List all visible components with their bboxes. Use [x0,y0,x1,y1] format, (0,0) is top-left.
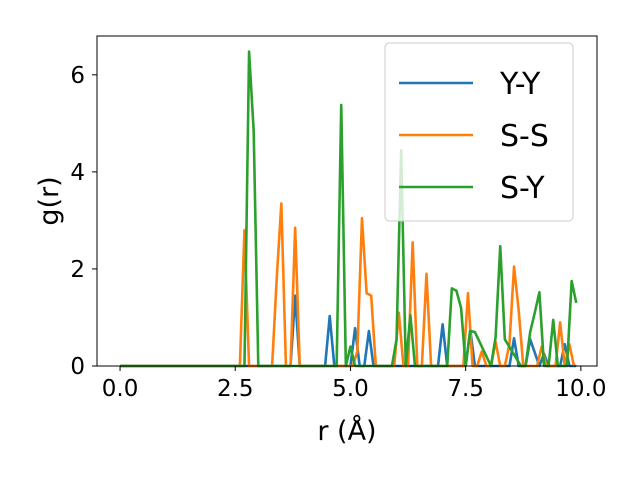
legend-label-s-s: S-S [500,119,549,154]
x-tick-label: 0.0 [102,376,139,402]
y-tick-label: 2 [70,257,85,283]
y-axis-label: g(r) [34,176,65,225]
x-axis: 0.0 2.5 5.0 7.5 10.0 [102,366,606,402]
x-tick-label: 10.0 [555,376,606,402]
plot-frame [96,35,598,367]
x-tick-label: 5.0 [332,376,369,402]
legend: Y-Y S-S S-Y [384,42,574,222]
y-tick-label: 6 [70,63,85,89]
legend-label-y-y: Y-Y [499,67,541,102]
x-tick-label: 2.5 [217,376,254,402]
x-tick-label: 7.5 [447,376,484,402]
legend-box [384,42,574,222]
y-axis: 0 2 4 6 [70,63,97,380]
x-axis-label: r (Å) [317,415,376,447]
legend-label-s-y: S-Y [500,171,545,206]
y-tick-label: 4 [70,160,85,186]
y-tick-label: 0 [70,354,85,380]
